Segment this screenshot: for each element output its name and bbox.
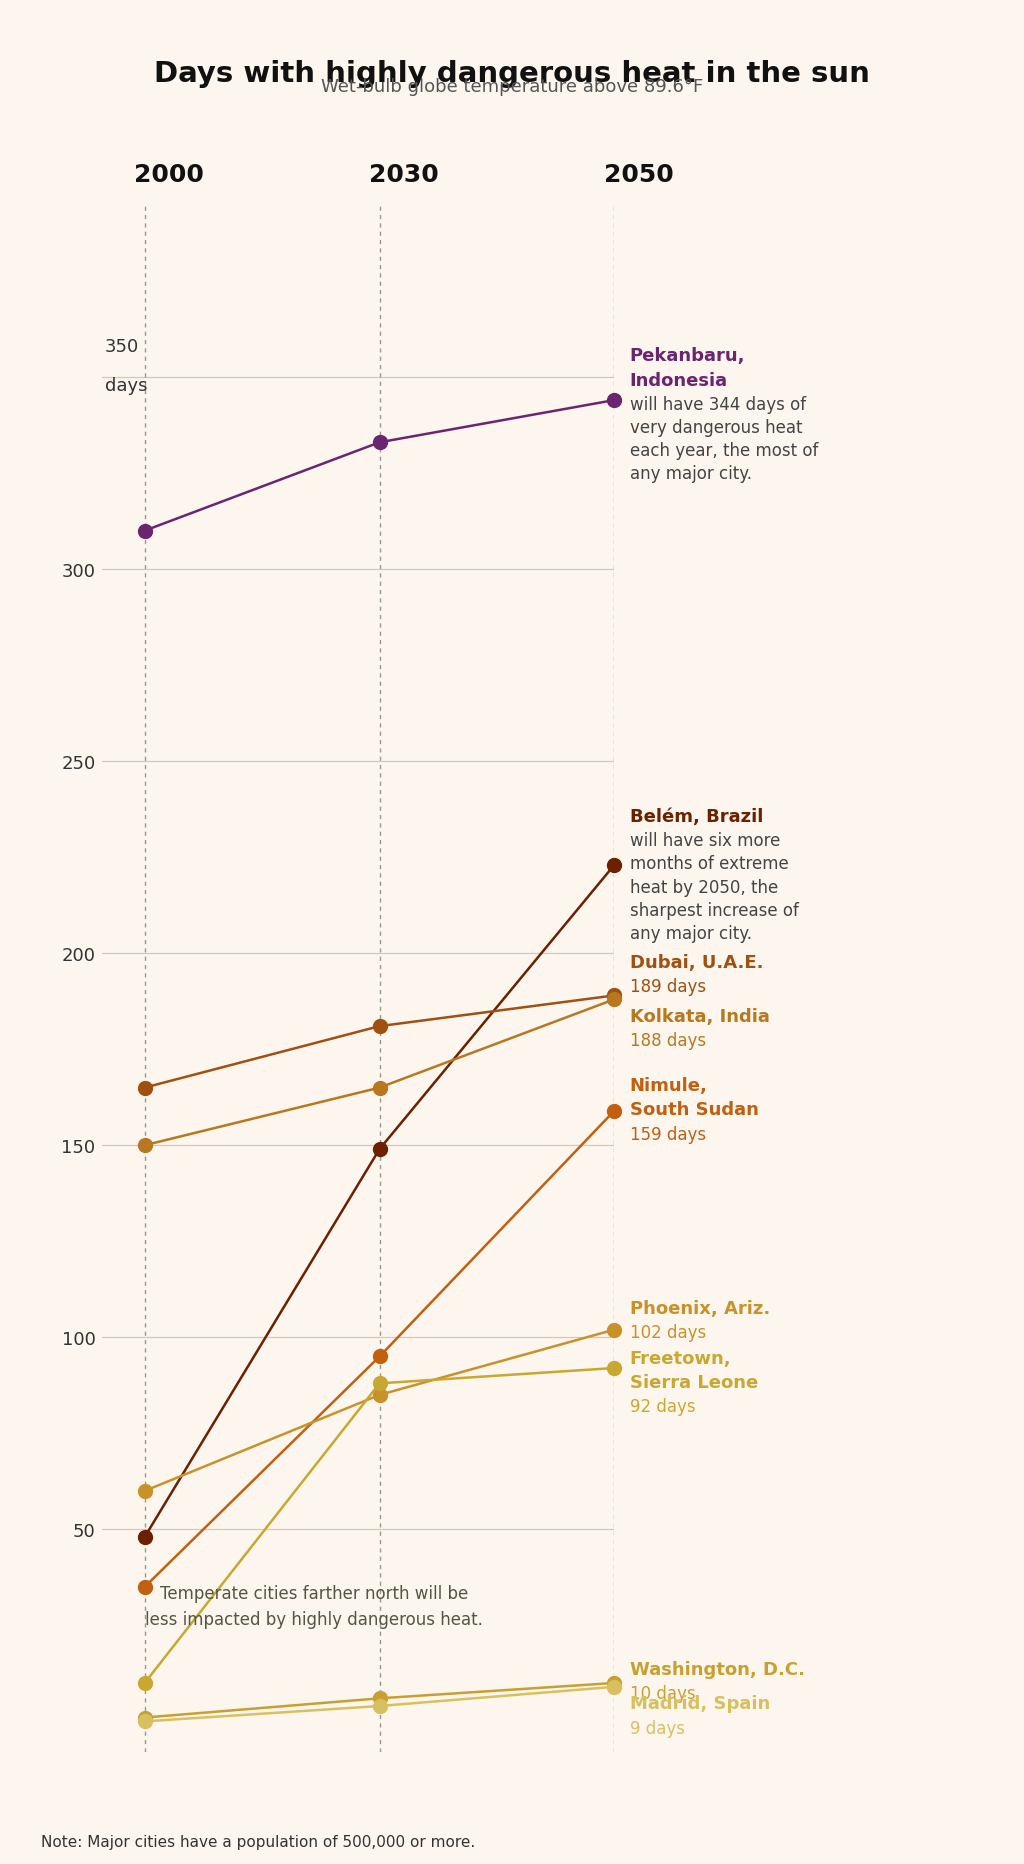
Text: each year, the most of: each year, the most of [630, 442, 818, 460]
Point [372, 1368, 388, 1398]
Point [606, 1314, 623, 1344]
Text: any major city.: any major city. [630, 464, 752, 483]
Point [136, 1476, 153, 1506]
Text: 350: 350 [104, 337, 139, 356]
Point [372, 429, 388, 459]
Text: Madrid, Spain: Madrid, Spain [630, 1694, 770, 1713]
Text: 188 days: 188 days [630, 1031, 706, 1049]
Text: very dangerous heat: very dangerous heat [630, 419, 802, 436]
Point [372, 1012, 388, 1042]
Point [606, 1096, 623, 1126]
Point [606, 980, 623, 1010]
Text: will have six more: will have six more [630, 831, 780, 850]
Text: any major city.: any major city. [630, 925, 752, 941]
Text: Freetown,: Freetown, [630, 1350, 731, 1366]
Point [372, 1691, 388, 1720]
Text: Kolkata, India: Kolkata, India [630, 1007, 770, 1025]
Point [372, 1074, 388, 1103]
Text: 92 days: 92 days [630, 1398, 695, 1415]
Point [136, 1707, 153, 1737]
Text: Dubai, U.A.E.: Dubai, U.A.E. [630, 954, 763, 971]
Text: 102 days: 102 days [630, 1323, 706, 1342]
Point [606, 850, 623, 880]
Point [136, 1131, 153, 1161]
Text: days: days [104, 377, 147, 395]
Text: 2050: 2050 [604, 162, 674, 186]
Text: 2030: 2030 [370, 162, 439, 186]
Text: 159 days: 159 days [630, 1126, 706, 1143]
Text: 189 days: 189 days [630, 979, 706, 995]
Text: Nimule,: Nimule, [630, 1077, 708, 1094]
Point [372, 1683, 388, 1713]
Text: Pekanbaru,: Pekanbaru, [630, 347, 745, 365]
Text: 9 days: 9 days [630, 1719, 685, 1737]
Point [136, 1668, 153, 1698]
Text: South Sudan: South Sudan [630, 1102, 759, 1118]
Text: Sierra Leone: Sierra Leone [630, 1374, 758, 1391]
Text: Days with highly dangerous heat in the sun: Days with highly dangerous heat in the s… [154, 60, 870, 88]
Text: Phoenix, Ariz.: Phoenix, Ariz. [630, 1299, 770, 1318]
Text: sharpest increase of: sharpest increase of [630, 900, 799, 919]
Point [136, 1702, 153, 1732]
Point [136, 1523, 153, 1553]
Point [606, 1672, 623, 1702]
Point [372, 1342, 388, 1372]
Point [606, 386, 623, 416]
Text: will have 344 days of: will have 344 days of [630, 395, 806, 414]
Text: Wet-bulb globe temperature above 89.6°F: Wet-bulb globe temperature above 89.6°F [321, 78, 703, 97]
Text: heat by 2050, the: heat by 2050, the [630, 878, 778, 897]
Text: months of extreme: months of extreme [630, 856, 788, 872]
Point [136, 1571, 153, 1601]
Text: 10 days: 10 days [630, 1685, 695, 1702]
Point [606, 1668, 623, 1698]
Point [372, 1379, 388, 1409]
Point [136, 516, 153, 546]
Text: Belém, Brazil: Belém, Brazil [630, 807, 763, 826]
Text: 2000: 2000 [134, 162, 205, 186]
Text: Indonesia: Indonesia [630, 371, 728, 390]
Text: Washington, D.C.: Washington, D.C. [630, 1661, 805, 1678]
Point [372, 1135, 388, 1165]
Point [606, 984, 623, 1014]
Text: Temperate cities farther north will be
less impacted by highly dangerous heat.: Temperate cities farther north will be l… [144, 1584, 482, 1629]
Point [136, 1074, 153, 1103]
Point [606, 1353, 623, 1383]
Text: Note: Major cities have a population of 500,000 or more.: Note: Major cities have a population of … [41, 1834, 475, 1849]
